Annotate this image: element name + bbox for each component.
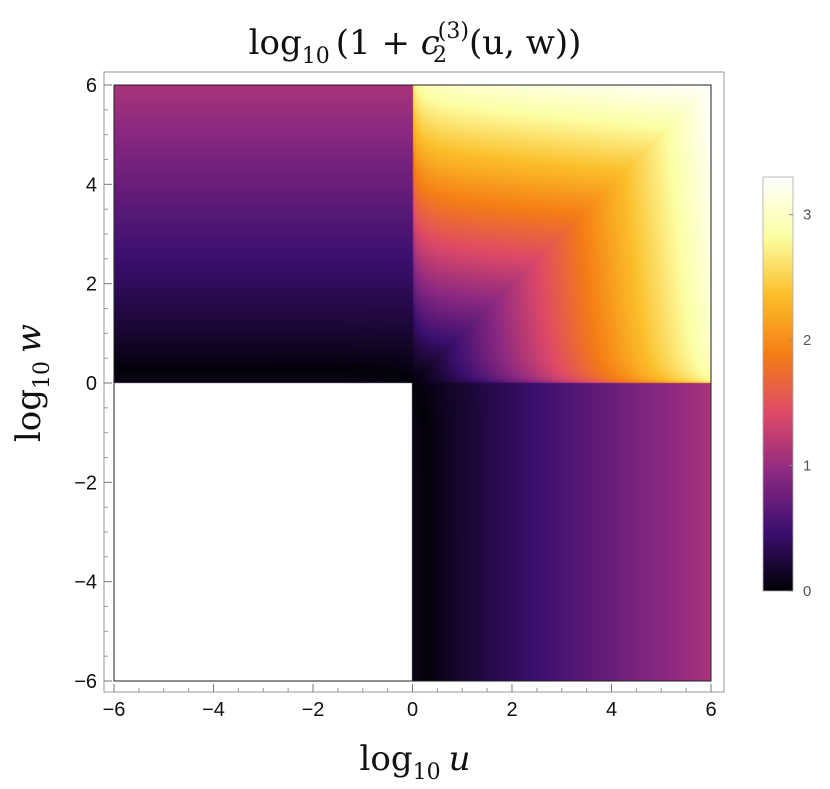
x-tick-label: −2 bbox=[302, 699, 325, 721]
colorbar-ticks: 0 1 2 3 bbox=[789, 207, 811, 600]
x-tick-label: 2 bbox=[506, 699, 517, 721]
y-tick-label: 0 bbox=[86, 373, 97, 395]
y-tick-label: −6 bbox=[74, 671, 97, 693]
colorbar bbox=[762, 176, 794, 592]
colorbar-tick-label: 3 bbox=[803, 207, 811, 224]
y-tick-label: −2 bbox=[74, 472, 97, 494]
x-tick-label: −6 bbox=[103, 699, 126, 721]
y-tick-label: 4 bbox=[86, 174, 97, 196]
colorbar-tick-label: 1 bbox=[803, 458, 811, 475]
plot-frame bbox=[113, 84, 712, 682]
x-tick-label: 6 bbox=[705, 699, 716, 721]
x-axis-label: log10 u bbox=[359, 739, 470, 785]
x-tick-label: −4 bbox=[202, 699, 225, 721]
y-axis: −6 −4 −2 0 2 4 6 bbox=[74, 75, 112, 693]
colorbar-tick-label: 0 bbox=[803, 583, 811, 600]
y-tick-label: 2 bbox=[86, 274, 97, 296]
chart-title: log10 (1 + c(3) 2 (u, w)) bbox=[249, 19, 582, 69]
y-tick-label: 6 bbox=[86, 75, 97, 97]
x-tick-label: 0 bbox=[407, 699, 418, 721]
y-tick-label: −4 bbox=[74, 572, 97, 594]
colorbar-tick-label: 2 bbox=[803, 332, 811, 349]
y-axis-label: log10w bbox=[9, 324, 55, 442]
x-axis: −6 −4 −2 0 2 4 6 bbox=[103, 684, 717, 721]
plot-area bbox=[103, 71, 725, 693]
heatmap-image bbox=[114, 85, 711, 681]
x-tick-label: 4 bbox=[606, 699, 617, 721]
outer-frame bbox=[103, 71, 725, 693]
